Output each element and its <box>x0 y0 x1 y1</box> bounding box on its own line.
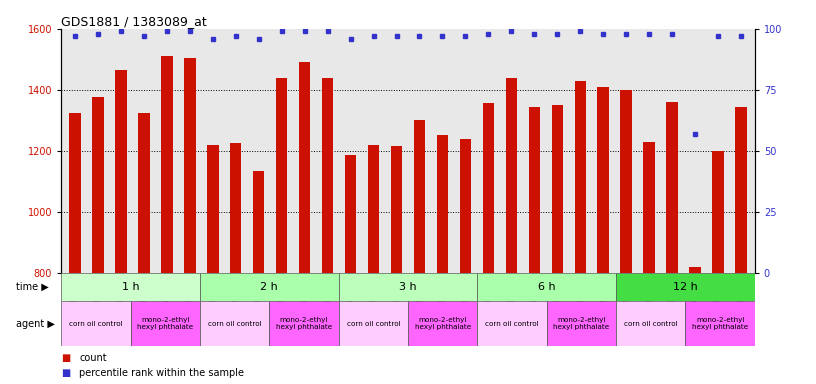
Text: ■: ■ <box>61 368 70 378</box>
Text: mono-2-ethyl
hexyl phthalate: mono-2-ethyl hexyl phthalate <box>553 317 610 330</box>
Bar <box>345 155 357 273</box>
Bar <box>322 78 334 273</box>
Bar <box>61 273 200 301</box>
Text: corn oil control: corn oil control <box>486 321 539 326</box>
Bar <box>276 78 287 273</box>
Text: mono-2-ethyl
hexyl phthalate: mono-2-ethyl hexyl phthalate <box>137 317 193 330</box>
Bar <box>207 145 219 273</box>
Bar <box>368 145 379 273</box>
Bar <box>712 151 724 273</box>
Bar <box>620 90 632 273</box>
Text: GDS1881 / 1383089_at: GDS1881 / 1383089_at <box>61 15 207 28</box>
Text: 2 h: 2 h <box>260 282 278 292</box>
Text: 12 h: 12 h <box>673 282 698 292</box>
Bar <box>61 301 131 346</box>
Text: corn oil control: corn oil control <box>347 321 400 326</box>
Bar <box>339 301 408 346</box>
Bar <box>408 301 477 346</box>
Bar <box>690 266 701 273</box>
Bar <box>391 146 402 273</box>
Bar <box>161 56 173 273</box>
Bar <box>574 81 586 273</box>
Text: percentile rank within the sample: percentile rank within the sample <box>79 368 244 378</box>
Text: corn oil control: corn oil control <box>69 321 122 326</box>
Bar <box>482 103 494 273</box>
Bar <box>477 301 547 346</box>
Bar <box>547 301 616 346</box>
Bar <box>506 78 517 273</box>
Bar <box>138 113 149 273</box>
Bar <box>115 70 126 273</box>
Text: mono-2-ethyl
hexyl phthalate: mono-2-ethyl hexyl phthalate <box>415 317 471 330</box>
Text: 6 h: 6 h <box>538 282 556 292</box>
Bar <box>616 301 685 346</box>
Bar <box>299 62 310 273</box>
Bar <box>477 273 616 301</box>
Text: count: count <box>79 353 107 363</box>
Text: mono-2-ethyl
hexyl phthalate: mono-2-ethyl hexyl phthalate <box>692 317 748 330</box>
Bar <box>616 273 755 301</box>
Text: ■: ■ <box>61 353 70 363</box>
Bar <box>131 301 200 346</box>
Bar <box>184 58 196 273</box>
Bar <box>459 139 471 273</box>
Bar <box>269 301 339 346</box>
Text: mono-2-ethyl
hexyl phthalate: mono-2-ethyl hexyl phthalate <box>276 317 332 330</box>
Bar <box>437 136 448 273</box>
Bar <box>643 142 655 273</box>
Bar <box>529 106 540 273</box>
Bar <box>414 120 425 273</box>
Bar <box>667 102 678 273</box>
Text: 3 h: 3 h <box>399 282 417 292</box>
Bar <box>200 301 269 346</box>
Bar <box>552 105 563 273</box>
Bar <box>685 301 755 346</box>
Text: corn oil control: corn oil control <box>624 321 677 326</box>
Bar <box>597 87 609 273</box>
Bar <box>200 273 339 301</box>
Bar <box>69 113 81 273</box>
Text: time ▶: time ▶ <box>16 282 49 292</box>
Bar <box>253 170 264 273</box>
Bar <box>735 106 747 273</box>
Bar <box>92 98 104 273</box>
Text: agent ▶: agent ▶ <box>16 318 55 329</box>
Text: 1 h: 1 h <box>122 282 140 292</box>
Bar <box>339 273 477 301</box>
Bar <box>230 143 242 273</box>
Text: corn oil control: corn oil control <box>208 321 261 326</box>
